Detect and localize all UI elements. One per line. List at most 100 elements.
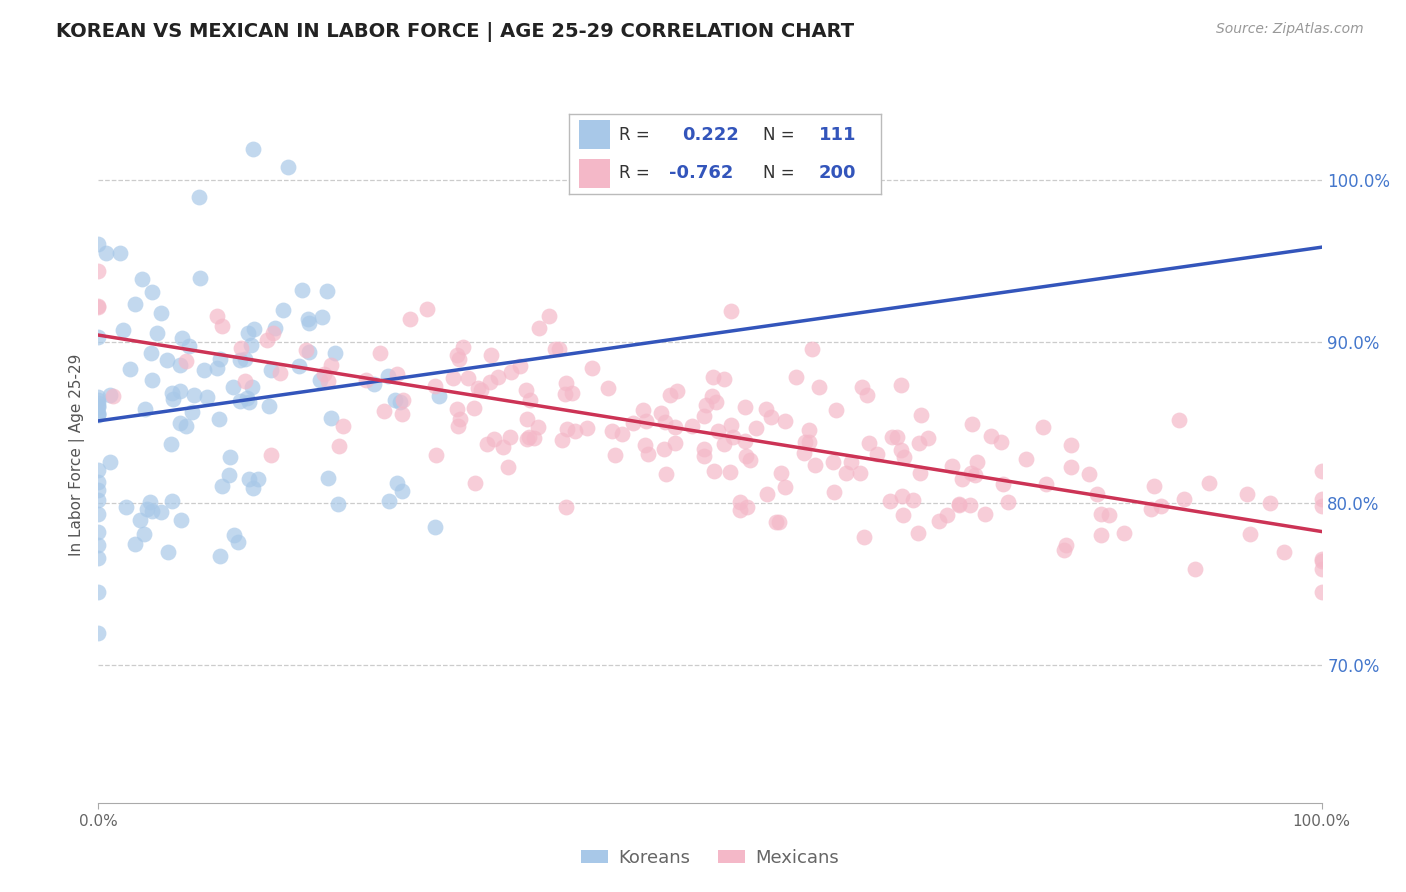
Point [226,535,249,549]
Point [907,435,929,450]
Point [554,386,576,401]
Point [1015,452,1038,467]
Point [797,423,820,437]
Point [1098,508,1121,522]
Point [561,386,583,401]
Point [519,392,541,407]
Point [721,430,744,444]
Point [87,584,110,599]
Point [1090,507,1112,521]
Point [277,161,299,175]
Point [441,371,464,385]
Point [841,455,863,469]
Point [966,455,988,469]
Point [555,422,578,436]
Point [1310,551,1333,566]
Point [188,271,211,285]
Point [659,387,682,401]
Point [246,472,269,486]
Point [449,411,471,425]
Point [198,43,221,57]
Point [425,448,447,462]
Point [87,406,110,420]
Point [917,431,939,445]
Point [229,353,252,368]
Point [637,447,659,461]
Point [87,525,110,540]
Point [1310,499,1333,513]
Point [446,348,468,362]
Point [295,343,318,357]
Point [492,440,515,454]
Point [516,432,538,446]
Point [785,369,807,384]
Point [298,345,321,359]
Point [928,514,950,528]
Point [318,374,340,388]
Point [693,409,716,424]
Point [633,402,655,417]
Point [211,479,233,493]
Point [378,493,401,508]
Point [155,353,177,368]
Point [87,299,110,313]
Point [664,436,686,450]
Text: Source: ZipAtlas.com: Source: ZipAtlas.com [1216,22,1364,37]
Point [87,475,110,489]
Point [256,333,278,347]
Point [297,311,319,326]
Point [600,424,623,438]
Point [910,408,932,422]
Point [221,379,243,393]
Point [509,359,531,374]
Point [87,401,110,415]
Point [180,405,202,419]
Point [808,380,831,394]
Point [1060,437,1083,451]
Point [169,359,191,373]
Point [581,361,603,376]
Point [235,374,257,388]
Point [1310,562,1333,576]
Point [890,442,912,457]
Point [496,460,519,475]
Point [794,434,817,449]
Point [1310,491,1333,506]
Point [87,390,110,404]
Point [858,436,880,450]
Point [87,463,110,477]
Point [149,505,172,519]
Point [100,454,122,468]
Point [316,284,339,298]
Point [169,416,191,430]
Point [544,343,567,357]
Point [321,358,343,372]
Point [87,264,110,278]
Point [605,448,627,462]
Point [735,500,758,515]
Point [835,467,858,481]
Point [157,545,180,559]
Legend: Koreans, Mexicans: Koreans, Mexicans [574,841,846,874]
Point [205,361,228,376]
Point [596,381,619,395]
Point [98,388,121,402]
Point [323,346,346,360]
Point [377,369,399,384]
Point [695,398,717,412]
Point [183,388,205,402]
Point [515,383,537,397]
Point [451,340,474,354]
Point [238,472,260,486]
Point [239,338,262,352]
Point [891,508,914,523]
Point [118,362,141,376]
Point [759,410,782,425]
Point [1032,420,1054,434]
Point [756,487,779,501]
Point [101,389,124,403]
Point [703,464,725,478]
Point [738,452,761,467]
Point [87,396,110,410]
Point [773,414,796,428]
